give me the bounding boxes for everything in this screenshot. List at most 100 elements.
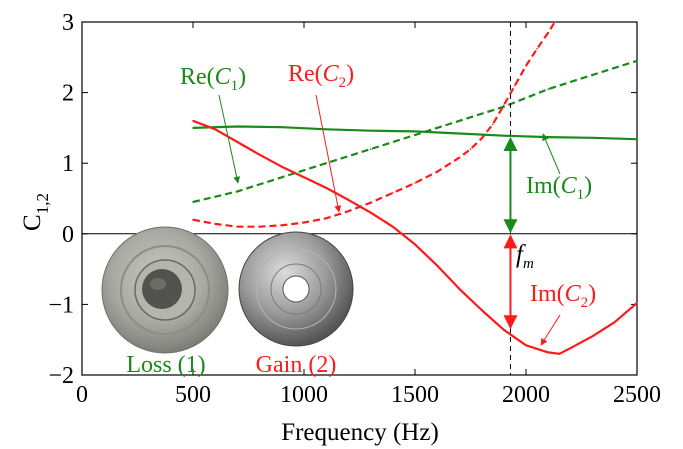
data-point-im-c2 bbox=[325, 187, 328, 189]
data-point-re-c1 bbox=[591, 74, 594, 76]
gain-sample-photo bbox=[238, 231, 354, 347]
data-point-im-c2 bbox=[303, 176, 305, 179]
series-line-im-c1 bbox=[192, 125, 638, 141]
y-axis-label-main: C bbox=[19, 214, 46, 231]
y-tick-label: −2 bbox=[48, 363, 74, 389]
data-point-im-c2 bbox=[214, 128, 216, 131]
plot-frame bbox=[81, 21, 638, 376]
y-tick-label: 0 bbox=[62, 222, 74, 248]
data-point-re-c2 bbox=[281, 224, 283, 227]
im-c2-label: Im(C2) bbox=[530, 281, 596, 311]
series-layer bbox=[192, 21, 638, 355]
series-line-im-c2 bbox=[192, 119, 638, 355]
x-tick-label: 500 bbox=[175, 382, 211, 408]
data-point-re-c2 bbox=[436, 170, 439, 173]
data-point-im-c2 bbox=[392, 225, 394, 228]
data-point-im-c2 bbox=[547, 351, 549, 354]
axis-tick-labels: 0 500 1000 1500 2000 2500 3 2 1 0 −1 −2 bbox=[48, 10, 661, 408]
data-point-re-c1 bbox=[414, 134, 416, 136]
data-point-re-c1 bbox=[369, 148, 372, 150]
y-tick-label: 3 bbox=[62, 10, 74, 36]
y-axis-label: C1,2 bbox=[19, 193, 52, 231]
data-point-re-c1 bbox=[503, 105, 505, 108]
data-point-im-c1 bbox=[414, 130, 416, 133]
data-point-re-c2 bbox=[547, 31, 549, 34]
loss-label: Loss (1) bbox=[126, 352, 205, 378]
data-point-im-c1 bbox=[325, 128, 328, 131]
re-c1-pointer-arrow bbox=[218, 94, 241, 184]
x-tick-label: 2000 bbox=[502, 382, 550, 408]
x-tick-label: 2500 bbox=[613, 382, 661, 408]
im-c2-pointer-arrow bbox=[540, 314, 561, 346]
data-point-im-c2 bbox=[236, 141, 239, 143]
data-point-re-c1 bbox=[236, 190, 239, 193]
data-point-im-c2 bbox=[258, 153, 261, 156]
data-point-re-c1 bbox=[458, 120, 461, 122]
data-point-re-c1 bbox=[547, 88, 549, 90]
x-tick-label: 0 bbox=[76, 382, 88, 408]
y-tick-label: 1 bbox=[62, 151, 74, 177]
data-point-re-c2 bbox=[469, 148, 472, 150]
data-point-im-c2 bbox=[369, 211, 372, 214]
data-point-re-c2 bbox=[214, 223, 216, 225]
re-c2-label: Re(C2) bbox=[288, 61, 354, 91]
data-point-im-c2 bbox=[569, 347, 572, 350]
data-point-im-c2 bbox=[192, 120, 194, 122]
data-point-re-c2 bbox=[525, 65, 527, 67]
data-point-im-c1 bbox=[636, 138, 638, 140]
data-point-im-c1 bbox=[458, 132, 461, 135]
data-point-im-c2 bbox=[414, 243, 416, 246]
data-point-re-c1 bbox=[636, 60, 638, 62]
data-point-im-c2 bbox=[614, 321, 616, 323]
data-point-im-c1 bbox=[591, 137, 594, 139]
data-point-re-c2 bbox=[347, 210, 350, 212]
data-point-re-c1 bbox=[325, 162, 328, 164]
data-point-re-c2 bbox=[303, 221, 305, 224]
y-tick-label: 2 bbox=[62, 81, 74, 107]
y-tick-label: −1 bbox=[48, 292, 74, 318]
re-c2-pointer-arrow bbox=[315, 94, 342, 213]
data-point-re-c2 bbox=[491, 123, 494, 126]
x-tick-label: 1500 bbox=[391, 382, 439, 408]
data-point-re-c1 bbox=[192, 201, 194, 203]
data-point-im-c2 bbox=[636, 302, 638, 304]
data-point-re-c2 bbox=[554, 21, 556, 23]
data-point-im-c1 bbox=[369, 129, 372, 132]
data-point-re-c2 bbox=[258, 225, 261, 228]
x-tick-label: 1000 bbox=[280, 382, 328, 408]
data-point-re-c1 bbox=[281, 176, 283, 179]
re-c1-label: Re(C1) bbox=[180, 64, 246, 94]
data-point-im-c1 bbox=[503, 134, 505, 137]
data-point-im-c1 bbox=[547, 136, 549, 138]
gain-label: Gain (2) bbox=[256, 352, 337, 378]
loss-sample-photo bbox=[101, 226, 229, 354]
data-point-im-c2 bbox=[558, 353, 561, 355]
data-point-re-c2 bbox=[325, 217, 328, 220]
data-point-re-c2 bbox=[414, 182, 416, 184]
data-point-re-c2 bbox=[458, 156, 461, 159]
fm-label: fm bbox=[516, 241, 534, 272]
data-point-re-c2 bbox=[369, 201, 372, 204]
y-axis-label-sub: 1,2 bbox=[33, 193, 52, 214]
im-c1-label: Im(C1) bbox=[526, 173, 592, 203]
data-point-im-c2 bbox=[281, 165, 283, 168]
data-point-im-c2 bbox=[458, 288, 461, 290]
data-point-im-c2 bbox=[591, 335, 594, 338]
data-point-re-c2 bbox=[514, 84, 516, 87]
data-point-re-c2 bbox=[192, 218, 194, 221]
series-line-re-c2 bbox=[192, 21, 556, 228]
data-point-im-c2 bbox=[525, 344, 527, 347]
data-point-im-c2 bbox=[436, 264, 439, 267]
data-point-im-c2 bbox=[503, 329, 505, 331]
data-point-re-c2 bbox=[236, 225, 239, 228]
data-point-im-c1 bbox=[192, 127, 194, 129]
data-point-re-c2 bbox=[392, 192, 394, 194]
x-axis-label: Frequency (Hz) bbox=[281, 419, 439, 446]
data-point-re-c2 bbox=[480, 137, 483, 140]
svg-text:C1,2: C1,2 bbox=[19, 193, 52, 231]
data-point-im-c2 bbox=[347, 199, 350, 201]
data-point-im-c1 bbox=[281, 126, 283, 128]
data-point-re-c2 bbox=[503, 104, 505, 107]
data-point-re-c2 bbox=[536, 48, 538, 50]
